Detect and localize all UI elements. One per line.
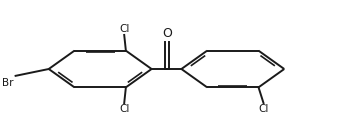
Text: O: O: [162, 27, 172, 40]
Text: Br: Br: [2, 78, 14, 88]
Text: Cl: Cl: [119, 104, 129, 114]
Text: Cl: Cl: [258, 104, 269, 114]
Text: Cl: Cl: [119, 24, 129, 34]
